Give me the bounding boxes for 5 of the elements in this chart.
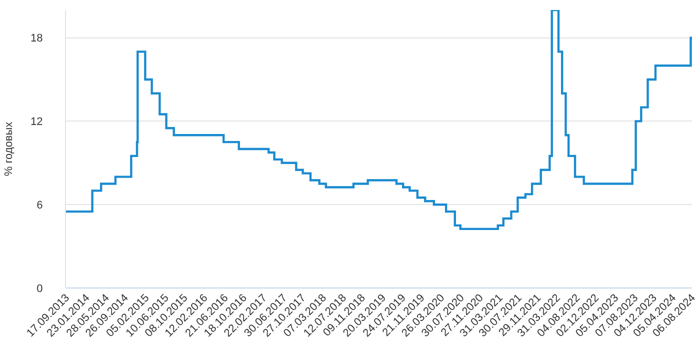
y-tick-label: 12	[30, 116, 43, 128]
y-tick-label: 6	[36, 199, 43, 212]
y-tick-label: 0	[36, 282, 43, 295]
y-axis-title: % годовых	[3, 121, 16, 176]
y-tick-label: 18	[30, 32, 43, 45]
